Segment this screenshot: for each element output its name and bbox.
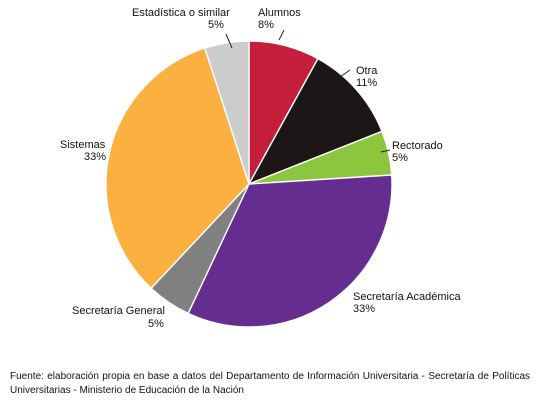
slice-pct-secretaria-general: 5% bbox=[148, 318, 164, 330]
slice-pct-otra: 11% bbox=[356, 77, 377, 89]
leader-line-otra bbox=[339, 69, 351, 78]
slice-pct-rectorado: 5% bbox=[392, 152, 408, 164]
leader-lines bbox=[225, 29, 391, 153]
pie-slice-sistemas bbox=[105, 47, 250, 290]
slice-label-estadistica: Estadística o similar bbox=[132, 7, 230, 19]
slice-labels: Alumnos 8% Otra 11% Rectorado 5% Secreta… bbox=[60, 7, 461, 330]
source-note: Fuente: elaboración propia en base a dat… bbox=[10, 371, 530, 396]
slice-label-otra: Otra bbox=[356, 65, 378, 77]
pie-slice-estadistica-o-similar bbox=[203, 40, 250, 185]
slice-label-sistemas: Sistemas bbox=[60, 139, 106, 151]
slice-label-alumnos: Alumnos bbox=[258, 7, 301, 19]
slice-label-secretaria-general: Secretaría General bbox=[72, 305, 165, 317]
slice-pct-estadistica: 5% bbox=[208, 19, 224, 31]
slice-pct-alumnos: 8% bbox=[258, 19, 274, 31]
leader-line-estadistica bbox=[225, 33, 233, 49]
leader-line-rectorado bbox=[380, 149, 391, 153]
slice-pct-sistemas: 33% bbox=[84, 151, 106, 163]
pie-chart: Alumnos 8% Otra 11% Rectorado 5% Secreta… bbox=[60, 7, 461, 330]
pie-slices bbox=[105, 40, 393, 328]
slice-label-secretaria-academica: Secretaría Académica bbox=[353, 291, 461, 303]
pie-slice-secretaria-academica bbox=[187, 174, 393, 328]
slice-pct-secretaria-academica: 33% bbox=[353, 303, 375, 315]
leader-line-alumnos bbox=[278, 29, 285, 41]
slice-label-rectorado: Rectorado bbox=[392, 140, 443, 152]
pie-slice-otra bbox=[247, 57, 383, 186]
